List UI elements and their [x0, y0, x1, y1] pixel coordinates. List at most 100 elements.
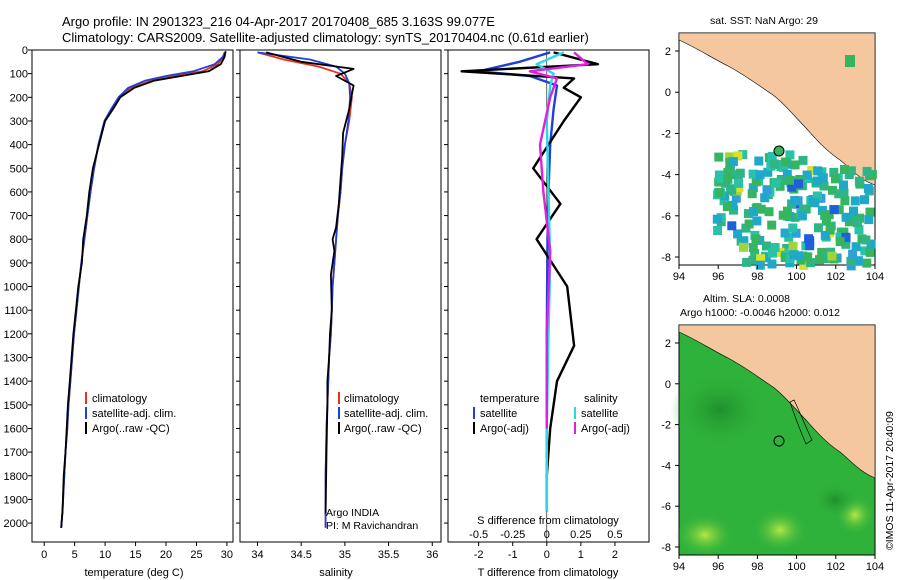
sla-map-ticks: 94 96 98 100 102 104 2 0 -2 -4 -6 -8	[661, 338, 884, 573]
imos-credit: ©IMOS 11-Apr-2017 20:40:09	[884, 411, 896, 550]
sst-cell	[715, 188, 725, 198]
lon-tick-label: 94	[673, 561, 685, 573]
lat-tick-label: 2	[665, 46, 671, 58]
x-tick-label: 0	[544, 549, 550, 561]
sst-cell	[839, 227, 849, 237]
sst-cell	[770, 159, 780, 169]
sst-cell	[821, 216, 831, 226]
y-tick-label: 1800	[4, 471, 28, 483]
y-tick-label: 1000	[4, 282, 28, 294]
sst-cell	[767, 220, 777, 230]
lon-tick-label: 104	[866, 271, 884, 283]
sst-cell	[854, 176, 864, 186]
sst-cell	[841, 212, 851, 222]
x-tick-label: 34.5	[290, 549, 311, 561]
sst-cell	[728, 200, 738, 210]
sst-cell	[780, 253, 790, 263]
sla-island	[789, 399, 813, 445]
difference-legend: temperature salinity satellite Argo(-adj…	[473, 393, 630, 435]
sst-argo-marker	[773, 145, 785, 157]
temperature-plot: 0 5 10 15 20 25 30	[41, 51, 233, 561]
series-line-2-2	[257, 51, 352, 528]
sst-cell	[729, 205, 739, 215]
sst-cell	[763, 167, 773, 177]
sst-cell	[851, 242, 861, 252]
sst-cell	[799, 204, 809, 214]
sst-cell	[727, 221, 737, 231]
legend-diff-temp-satellite-label: satellite	[480, 408, 517, 420]
sst-cell	[755, 260, 765, 270]
series-line-1-1	[60, 52, 226, 528]
difference-plot: -2 -1 0 1 2 -0.5 -0.25 0 0.25 0.5	[460, 50, 623, 561]
sst-cell	[755, 170, 765, 180]
sst-cell	[844, 170, 854, 179]
sst-cell	[866, 239, 876, 249]
series-line-3-2	[460, 51, 600, 512]
sst-cell	[749, 207, 758, 217]
sst-cell	[819, 181, 829, 191]
sst-cell	[754, 156, 764, 166]
sst-cell	[776, 175, 786, 184]
y-tick-label: 0	[22, 45, 28, 57]
sst-cell	[853, 256, 863, 266]
legend-sal-argo-label: Argo(..raw -QC)	[344, 423, 422, 435]
sst-cell	[854, 225, 864, 235]
x-tick-label: 30	[221, 549, 233, 561]
sst-cell	[761, 253, 771, 263]
x-tick-label: 15	[129, 549, 141, 561]
sst-cell	[812, 191, 822, 201]
sst-cell	[748, 255, 758, 265]
x-tick-label: 1	[578, 549, 584, 561]
sla-high-anomaly	[675, 513, 735, 557]
series-line-2-1	[257, 51, 353, 528]
legend-satellite-label: satellite-adj. clim.	[92, 408, 176, 420]
sst-cell	[862, 258, 872, 268]
figure-title-line1: Argo profile: IN 2901323_216 04-Apr-2017…	[62, 14, 495, 29]
sst-cell	[791, 228, 801, 238]
sla-map-title2: Argo h1000: -0.0046 h2000: 0.012	[680, 307, 840, 319]
sst-cell	[860, 195, 869, 205]
x-tick-label: 35.5	[378, 549, 399, 561]
sst-cell	[748, 169, 758, 179]
y-tick-label: 900	[10, 258, 28, 270]
sst-cell	[728, 157, 738, 167]
lon-tick-label: 102	[827, 271, 845, 283]
sst-cell	[779, 162, 789, 172]
x-tick-label: 34	[251, 549, 263, 561]
sla-high-anomaly	[752, 508, 808, 552]
y-tick-label: 100	[10, 69, 28, 81]
sst-cell	[778, 210, 788, 220]
sst-cell	[817, 247, 827, 257]
argo-program-note: Argo INDIA	[326, 507, 379, 519]
sst-cell	[723, 174, 733, 184]
legend-climatology-label: climatology	[92, 393, 148, 405]
sst-cell	[864, 215, 874, 225]
sst-map	[678, 32, 877, 271]
sst-cell	[852, 218, 862, 228]
sst-cell	[762, 185, 772, 195]
y-tick-label: 300	[10, 116, 28, 128]
sst-cell	[848, 249, 858, 259]
sst-cell	[764, 207, 774, 217]
sst-cell	[827, 251, 837, 261]
figure-title-line2: Climatology: CARS2009. Satellite-adjuste…	[62, 30, 589, 45]
x-tick-label: 0	[41, 549, 47, 561]
sst-cell	[785, 150, 795, 160]
lat-tick-label: -6	[661, 211, 671, 223]
lon-tick-label: 98	[751, 271, 763, 283]
sst-cell	[733, 151, 743, 161]
sst-map-title: sat. SST: NaN Argo: 29	[710, 15, 818, 27]
sst-cell	[835, 237, 845, 247]
lat-tick-label: -4	[661, 170, 671, 182]
y-tick-label: 2000	[4, 518, 28, 530]
y-tick-label: 1600	[4, 423, 28, 435]
series-line-2-3	[265, 51, 355, 514]
sst-cell	[845, 55, 855, 67]
salinity-legend: climatology satellite-adj. clim. Argo(..…	[338, 392, 428, 435]
legend-diff-sal-argo-label: Argo(-adj)	[581, 423, 630, 435]
y-tick-label: 500	[10, 163, 28, 175]
sst-cell	[722, 202, 732, 212]
lon-tick-label: 96	[712, 271, 724, 283]
sst-cell	[863, 184, 873, 193]
sst-cell	[804, 234, 814, 244]
